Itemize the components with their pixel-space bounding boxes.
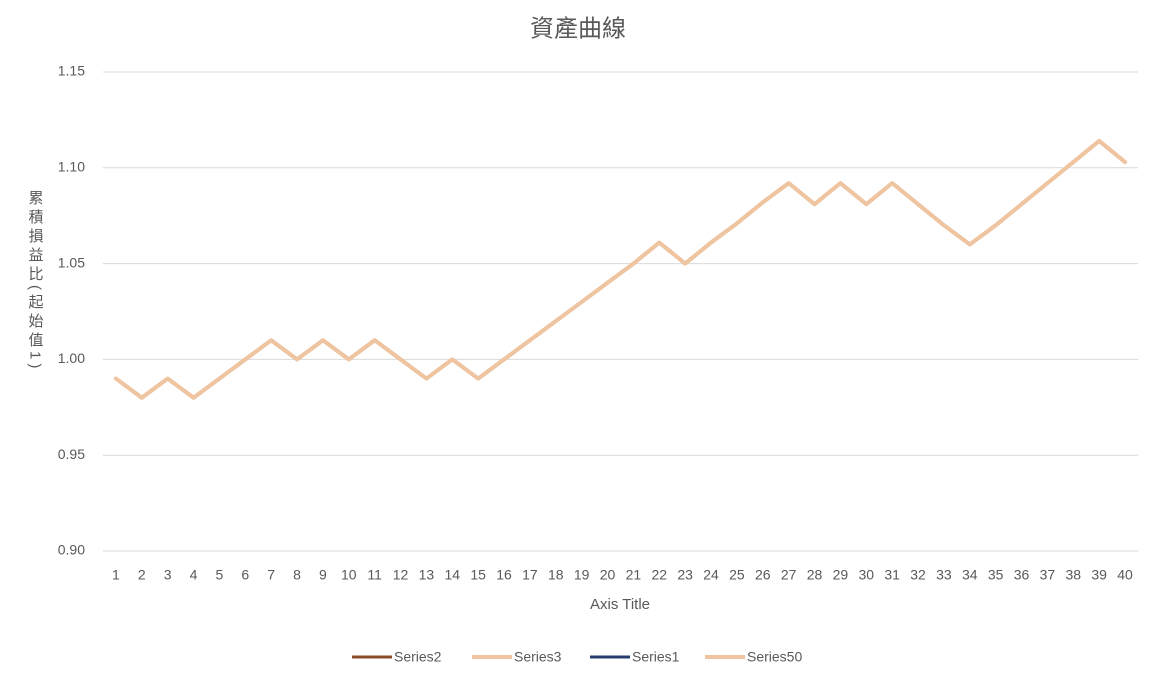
x-tick-label: 40: [1117, 567, 1133, 583]
x-tick-label: 11: [367, 567, 382, 583]
x-tick-label: 34: [962, 567, 978, 583]
y-tick-label: 0.90: [58, 542, 85, 558]
x-tick-label: 22: [652, 567, 668, 583]
x-tick-label: 39: [1091, 567, 1107, 583]
x-tick-label: 2: [138, 567, 146, 583]
legend-label: Series1: [632, 649, 680, 665]
x-tick-label: 37: [1040, 567, 1056, 583]
x-tick-label: 3: [164, 567, 172, 583]
x-tick-label: 4: [190, 567, 198, 583]
x-tick-label: 27: [781, 567, 797, 583]
x-tick-label: 7: [267, 567, 275, 583]
x-tick-label: 18: [548, 567, 564, 583]
x-tick-label: 31: [884, 567, 900, 583]
x-tick-label: 38: [1066, 567, 1082, 583]
x-tick-label: 32: [910, 567, 926, 583]
x-axis-title: Axis Title: [590, 596, 650, 613]
x-tick-label: 6: [241, 567, 249, 583]
y-tick-label: 1.05: [58, 254, 85, 270]
chart-title: 資產曲線: [530, 15, 626, 42]
x-tick-label: 13: [419, 567, 435, 583]
x-tick-label: 35: [988, 567, 1004, 583]
x-tick-label: 8: [293, 567, 301, 583]
x-tick-label: 24: [703, 567, 719, 583]
x-tick-label: 23: [677, 567, 693, 583]
legend-label: Series3: [514, 649, 562, 665]
x-tick-label: 9: [319, 567, 327, 583]
y-axis-title: 累積損益比(起始值1): [27, 190, 44, 372]
y-tick-label: 1.00: [58, 350, 85, 366]
x-tick-label: 36: [1014, 567, 1030, 583]
x-tick-label: 12: [393, 567, 409, 583]
x-tick-label: 10: [341, 567, 357, 583]
x-tick-label: 30: [859, 567, 875, 583]
y-tick-label: 1.10: [58, 159, 85, 175]
x-tick-label: 21: [626, 567, 642, 583]
y-tick-label: 0.95: [58, 446, 85, 462]
x-tick-label: 33: [936, 567, 952, 583]
x-tick-label: 28: [807, 567, 823, 583]
y-tick-label: 1.15: [58, 63, 85, 79]
x-tick-label: 19: [574, 567, 590, 583]
x-tick-label: 15: [470, 567, 486, 583]
x-tick-label: 20: [600, 567, 616, 583]
x-tick-label: 1: [112, 567, 120, 583]
x-tick-label: 26: [755, 567, 771, 583]
x-tick-label: 16: [496, 567, 512, 583]
legend-label: Series50: [747, 649, 802, 665]
x-tick-label: 14: [445, 567, 461, 583]
series-line: [113, 138, 1128, 400]
x-tick-label: 17: [522, 567, 538, 583]
x-tick-label: 25: [729, 567, 745, 583]
x-tick-label: 29: [833, 567, 849, 583]
x-tick-label: 5: [216, 567, 224, 583]
legend-label: Series2: [394, 649, 442, 665]
